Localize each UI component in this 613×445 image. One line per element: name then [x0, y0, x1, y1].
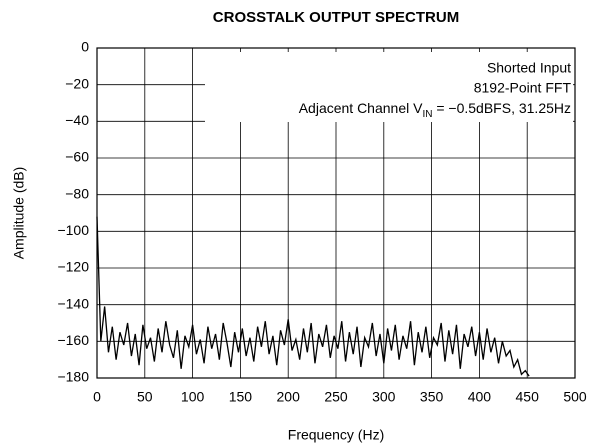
plot-frame [96, 47, 576, 379]
annotation: 8192-Point FFT [474, 80, 572, 96]
y-tick-label: −180 [57, 369, 89, 385]
annotation-background [205, 52, 573, 122]
x-tick-label: 500 [563, 389, 587, 405]
annotation-text: Adjacent Channel V [299, 100, 423, 116]
spectrum-line [96, 216, 530, 377]
y-tick-label: −160 [57, 332, 89, 348]
x-tick-label: 250 [324, 389, 348, 405]
x-tick-label: 0 [93, 389, 101, 405]
y-tick-label: −40 [65, 112, 89, 128]
annotation-subscript: IN [422, 109, 432, 120]
annotation-text: = −0.5dBFS, 31.25Hz [432, 100, 571, 116]
x-tick-label: 450 [516, 389, 540, 405]
chart-title: CROSSTALK OUTPUT SPECTRUM [213, 9, 459, 26]
y-tick-label: 0 [81, 39, 89, 55]
y-tick-label: −120 [57, 259, 89, 275]
annotation: Adjacent Channel VIN = −0.5dBFS, 31.25Hz [299, 100, 571, 120]
y-tick-label: −80 [65, 185, 89, 201]
x-tick-label: 200 [277, 389, 301, 405]
y-tick-label: −140 [57, 295, 89, 311]
x-tick-label: 100 [181, 389, 205, 405]
y-tick-label: −100 [57, 222, 89, 238]
x-axis-label: Frequency (Hz) [288, 427, 384, 443]
y-axis-label: Amplitude (dB) [11, 167, 27, 260]
y-tick-label: −20 [65, 75, 89, 91]
y-tick-label: −60 [65, 149, 89, 165]
annotation: Shorted Input [487, 60, 571, 76]
x-tick-label: 350 [420, 389, 444, 405]
x-tick-label: 50 [137, 389, 153, 405]
x-tick-label: 150 [229, 389, 253, 405]
x-tick-label: 400 [468, 389, 492, 405]
x-tick-label: 300 [372, 389, 396, 405]
